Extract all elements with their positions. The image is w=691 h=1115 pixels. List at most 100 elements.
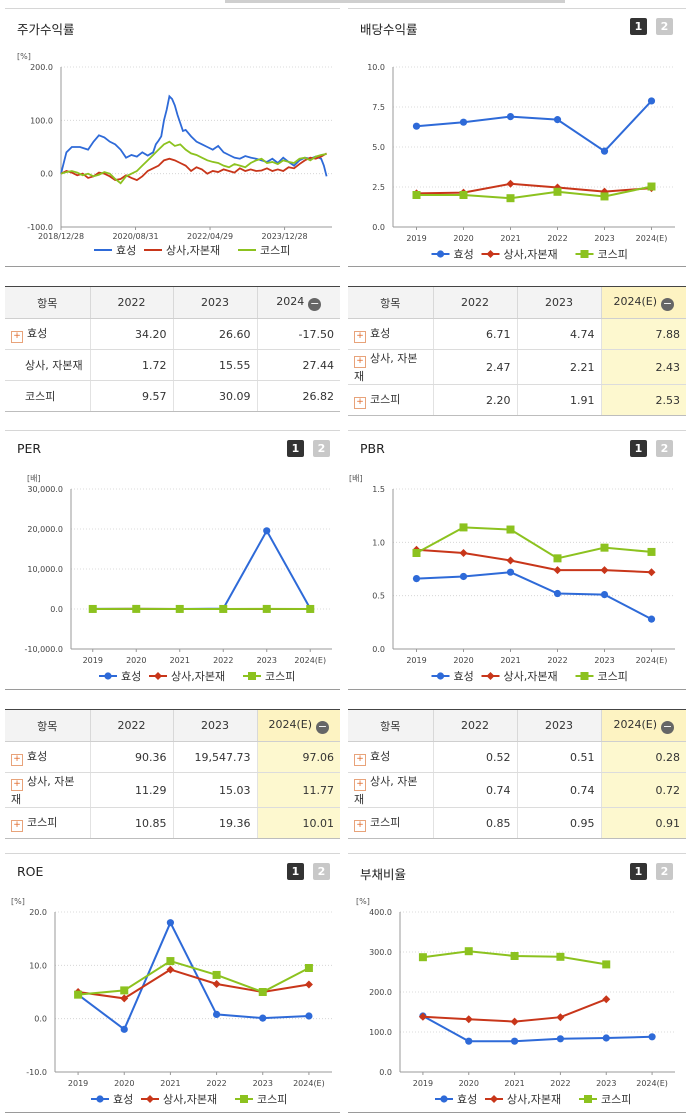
x-tick-label: 2019	[406, 656, 426, 665]
table-row: + 코스피 10.85 19.36 10.01	[5, 807, 340, 839]
collapse-minus-icon[interactable]: −	[661, 296, 675, 311]
collapse-minus-icon[interactable]: −	[316, 719, 330, 734]
x-tick-label: 2022	[550, 1079, 570, 1088]
series-line	[416, 548, 652, 574]
legend-label: 상사,자본재	[163, 1093, 217, 1106]
table-row: + 효성 90.36 19,547.73 97.06	[5, 741, 340, 773]
data-point-diamond	[506, 556, 515, 565]
unit-label: [%]	[356, 897, 370, 906]
x-tick-label: 2024(E)	[636, 656, 668, 665]
tab-1-button[interactable]: 1	[287, 863, 304, 880]
value-cell: 2.43	[600, 349, 686, 385]
legend-label: 상사,자본재	[171, 670, 225, 683]
series-line	[416, 100, 653, 153]
tab-1-button[interactable]: 1	[630, 18, 647, 35]
value-cell: 2.21	[516, 349, 601, 385]
data-point-circle	[412, 122, 421, 130]
per-table: 항목 2022 2023 2024(E) − + 효성 90.36 19,547.7…	[5, 709, 340, 839]
expand-plus-icon[interactable]: +	[11, 779, 23, 791]
x-tick-label: 2021	[170, 656, 190, 665]
row-label: 상사, 자본재	[11, 775, 75, 806]
panel-title: 주가수익률	[17, 22, 75, 37]
header-2022: 2022	[432, 709, 517, 742]
unit-label: [%]	[17, 52, 31, 61]
collapse-minus-icon[interactable]: −	[308, 296, 322, 311]
tab-2-button[interactable]: 2	[313, 440, 330, 457]
row-label-cell: + 효성	[348, 318, 433, 350]
data-point-square	[304, 964, 313, 972]
expand-plus-icon[interactable]: +	[11, 331, 23, 343]
data-point-circle	[436, 672, 445, 680]
legend-label: 코스피	[598, 670, 628, 683]
tab-2-button[interactable]: 2	[656, 18, 673, 35]
row-label: 코스피	[370, 816, 401, 829]
value-cell: 26.82	[256, 380, 340, 412]
value-cell: 2.20	[432, 384, 517, 416]
legend-label: 효성	[454, 670, 474, 683]
y-tick-label: 100.0	[30, 116, 53, 125]
data-point-diamond	[602, 995, 611, 1004]
tab-1-button[interactable]: 1	[630, 863, 647, 880]
x-tick-label: 2022	[547, 656, 567, 665]
x-tick-label: 2019	[413, 1079, 433, 1088]
data-point-diamond	[553, 566, 562, 575]
collapse-minus-icon[interactable]: −	[661, 719, 675, 734]
data-point-circle	[436, 250, 445, 258]
header-2022: 2022	[89, 286, 173, 319]
y-tick-label: -10,000.0	[24, 645, 63, 654]
x-tick-label: 2024(E)	[293, 1079, 325, 1088]
value-cell: 97.06	[256, 741, 340, 773]
data-point-diamond	[506, 179, 515, 188]
tab-1-button[interactable]: 1	[287, 440, 304, 457]
data-point-square	[175, 604, 184, 613]
y-tick-label: 10.0	[29, 961, 47, 970]
data-point-square	[506, 525, 515, 534]
value-cell: 4.74	[516, 318, 601, 350]
tab-2-button[interactable]: 2	[656, 863, 673, 880]
data-point-square	[166, 957, 175, 966]
data-point-circle	[104, 672, 112, 680]
y-tick-label: 400.0	[369, 908, 392, 917]
tab-2-button[interactable]: 2	[313, 863, 330, 880]
header-2024e: 2024(E) −	[256, 709, 340, 742]
expand-plus-icon[interactable]: +	[354, 397, 366, 409]
x-tick-label: 2019	[68, 1079, 88, 1088]
header-2024e-label: 2024(E)	[613, 294, 658, 308]
data-point-square	[132, 604, 141, 613]
data-point-diamond	[647, 568, 656, 577]
legend-label: 상사,자본재	[166, 244, 220, 257]
data-point-square	[88, 604, 97, 613]
tab-1-button[interactable]: 1	[630, 440, 647, 457]
expand-plus-icon[interactable]: +	[11, 820, 23, 832]
legend-label: 상사,자본재	[504, 248, 558, 261]
header-2023: 2023	[172, 709, 257, 742]
expand-plus-icon[interactable]: +	[354, 754, 366, 766]
x-tick-label: 2020	[459, 1079, 479, 1088]
roe-panel: ROE 1 2 [%] 20.0 10.0 0.0 -10.0 2019 2020 2021 2…	[5, 853, 340, 1113]
data-point-circle	[212, 1010, 221, 1018]
value-cell: 6.71	[432, 318, 517, 350]
value-cell: 11.29	[89, 772, 173, 808]
x-tick-label: 2023	[253, 1079, 273, 1088]
y-tick-label: 30,000.0	[27, 485, 63, 494]
row-label: 코스피	[370, 393, 401, 406]
data-point-circle	[440, 1095, 448, 1103]
value-cell: 0.51	[516, 741, 601, 773]
expand-plus-icon[interactable]: +	[11, 754, 23, 766]
expand-plus-icon[interactable]: +	[354, 356, 366, 368]
tab-2-button[interactable]: 2	[656, 440, 673, 457]
expand-plus-icon[interactable]: +	[354, 779, 366, 791]
data-point-circle	[600, 591, 609, 599]
y-tick-label: -100.0	[27, 223, 53, 232]
data-point-circle	[553, 116, 562, 124]
x-tick-label: 2021	[160, 1079, 180, 1088]
data-point-diamond	[600, 566, 609, 575]
data-point-circle	[120, 1025, 128, 1033]
expand-plus-icon[interactable]: +	[354, 331, 366, 343]
y-tick-label: 20,000.0	[27, 525, 63, 534]
value-cell: 26.60	[172, 318, 257, 350]
pbr-chart: [배] 1.5 1.0 0.5 0.0 2019 2020 2021 2022 2023 2024(…	[349, 474, 675, 683]
value-cell: 27.44	[256, 349, 340, 381]
legend-label: 상사,자본재	[507, 1093, 561, 1106]
expand-plus-icon[interactable]: +	[354, 820, 366, 832]
